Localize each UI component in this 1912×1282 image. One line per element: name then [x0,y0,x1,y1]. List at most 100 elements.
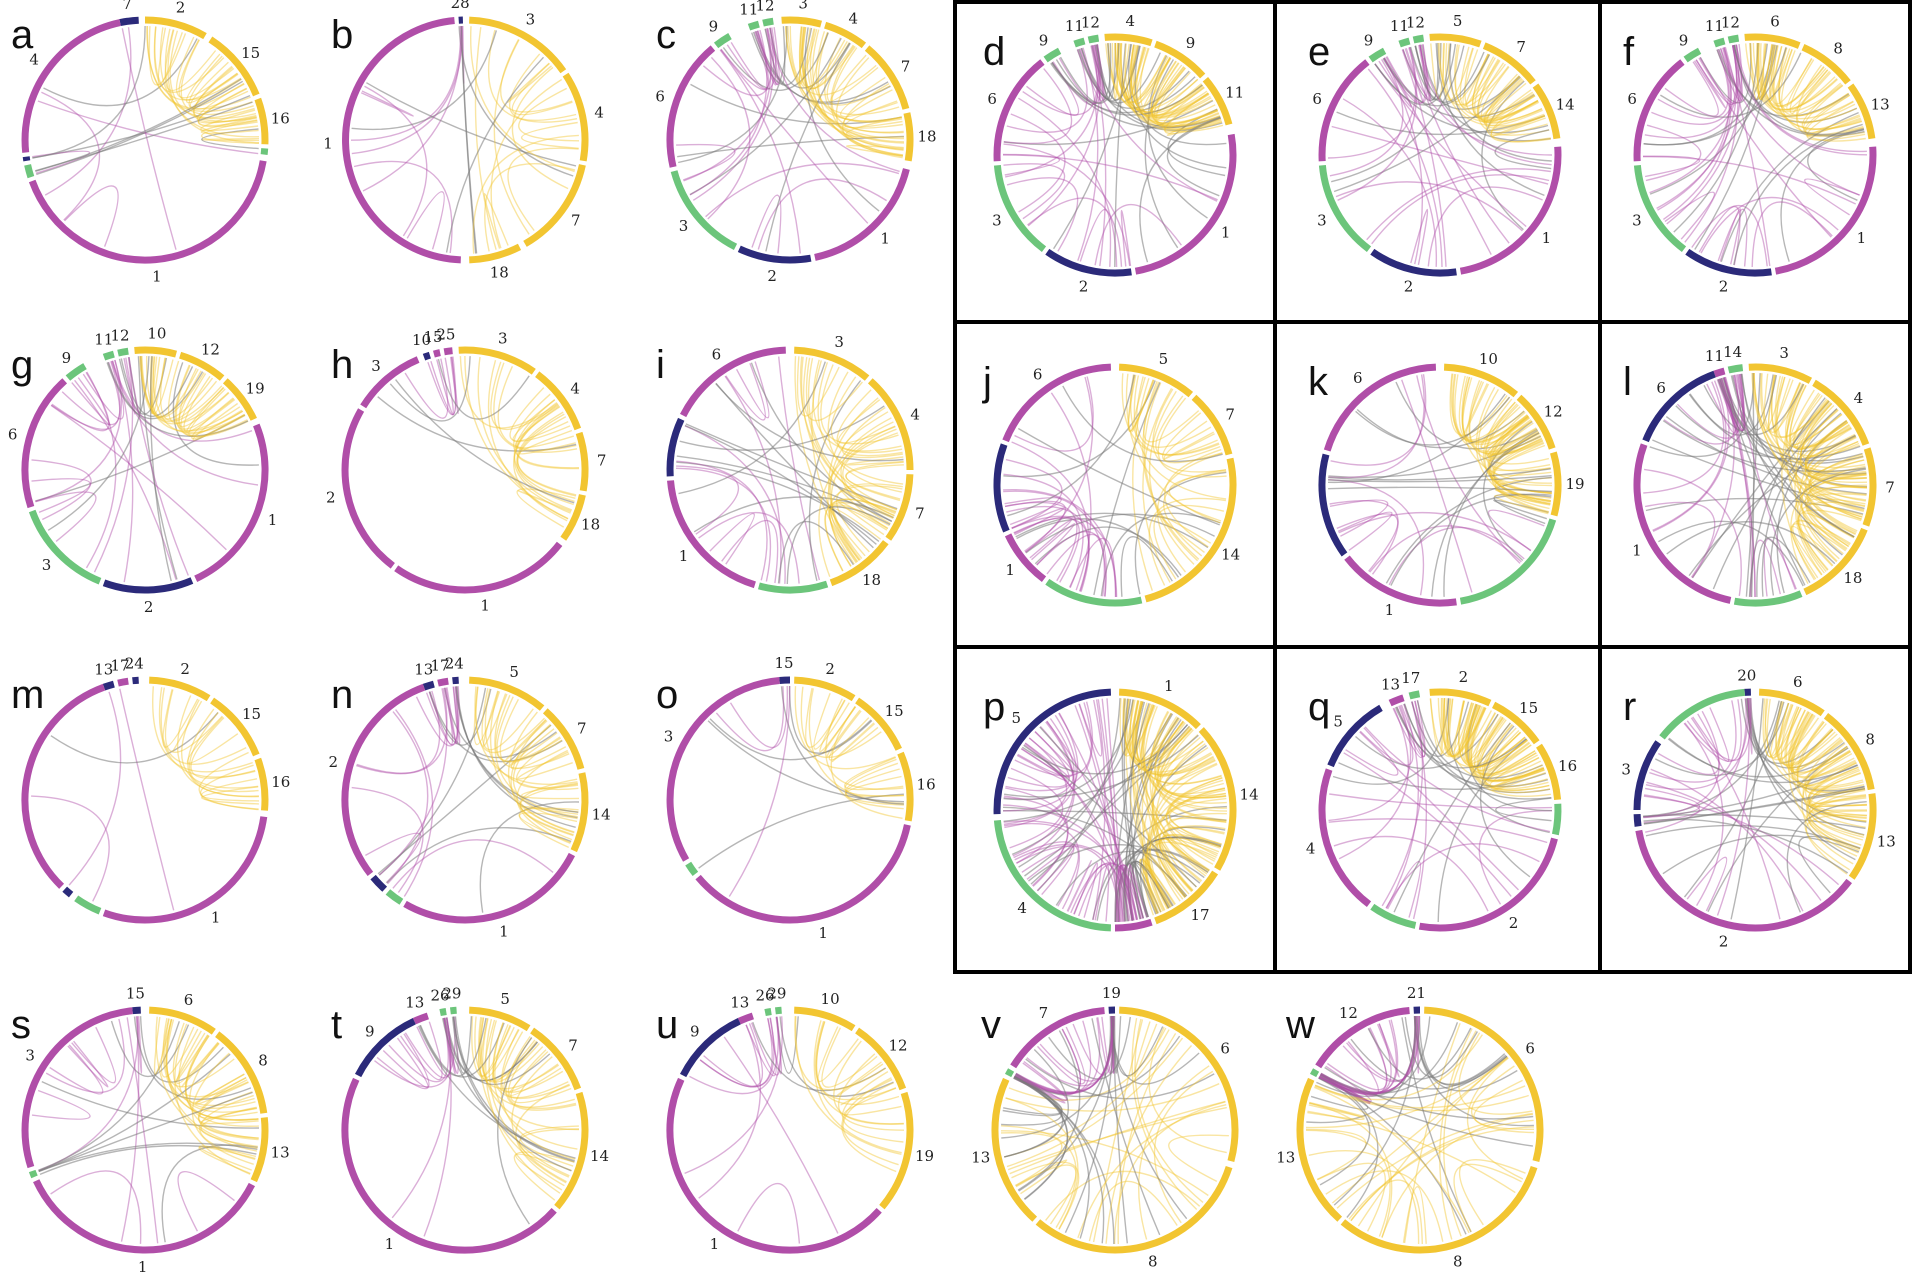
chord [32,25,146,159]
chord [1690,717,1781,920]
chord [148,26,187,86]
chord [1342,1015,1420,1083]
chord [1751,372,1755,598]
chord [1479,725,1531,878]
chord [85,371,117,569]
chord [1328,705,1412,822]
segment-label: 16 [1558,757,1577,775]
chord [1350,1038,1507,1090]
ring-segment [764,1008,772,1017]
chord [843,89,903,129]
chord [436,357,455,415]
chord [1114,43,1127,268]
chord [1395,381,1538,450]
chord [189,712,259,793]
chord [194,1073,247,1104]
segment-label: 12 [755,0,774,14]
ring-segment [1633,443,1732,604]
chord [184,1035,256,1109]
ring-segment [469,243,522,264]
segment-label: 7 [597,451,607,469]
chord [487,29,578,123]
chord [445,56,545,253]
chord [1385,476,1552,584]
chord [1004,822,1080,910]
chords-p [1002,698,1228,923]
chord [1129,44,1219,125]
chord [1471,54,1536,119]
chord [513,1151,575,1201]
chord [1126,698,1212,773]
ring-segment [469,676,545,711]
ring-segment [562,72,589,162]
chord [1792,520,1851,579]
segment-label: 13 [1381,675,1400,693]
chord [178,1026,258,1113]
chord [1163,743,1226,795]
ring-segment [21,683,106,889]
chord [1449,373,1508,436]
ring-segment [74,895,102,915]
chord [1409,46,1485,103]
segment-label: 17 [1401,669,1420,687]
ring-segment [1713,37,1726,48]
chord [1129,699,1208,875]
segment-label: 12 [201,341,220,359]
chord [430,356,457,416]
chord [351,786,424,893]
chord [1769,701,1792,757]
chord [35,78,242,172]
chord [1320,1015,1419,1093]
segment-label: 9 [709,17,719,35]
segment-label: 13 [94,660,113,678]
chord [1664,191,1716,240]
segment-label: 4 [1126,12,1136,30]
chord [1319,1027,1388,1096]
chord [428,687,454,746]
segment-label: 13 [971,1148,990,1166]
chord [1485,415,1537,455]
chord [497,1037,533,1225]
chord [802,357,863,422]
panel-letter: j [982,360,992,404]
segment-label: 13 [414,660,433,678]
chord [427,356,457,416]
chord [1141,712,1172,909]
chord [38,1021,180,1171]
chord [1143,706,1210,871]
chord [481,688,534,751]
chord [1429,698,1486,758]
chords-h [377,355,580,528]
segment-label: 13 [1276,1148,1295,1166]
segment-label: 7 [1885,478,1895,496]
segment-label: 3 [1317,211,1327,229]
chord [518,1128,580,1178]
ring-segment [1491,701,1540,745]
chord [751,194,782,254]
chord [1028,731,1075,774]
chord [1376,1023,1400,1078]
chord [1314,1084,1526,1109]
chord [123,357,136,415]
segment-label: 6 [1793,673,1803,691]
chord [1066,860,1092,912]
chord [41,1080,260,1129]
chord [1431,432,1540,597]
chord [1130,374,1220,456]
chord [1153,1070,1214,1224]
chord [841,411,903,459]
chord [1164,431,1215,460]
chord [1318,1020,1398,1096]
chord [1774,704,1798,759]
segment-label: 11 [739,0,758,18]
chord [801,26,905,144]
chord [1467,1057,1524,1180]
chord [1778,702,1838,767]
chord [350,26,462,141]
chord [1159,812,1227,895]
chord [172,700,203,751]
chord [844,758,904,797]
